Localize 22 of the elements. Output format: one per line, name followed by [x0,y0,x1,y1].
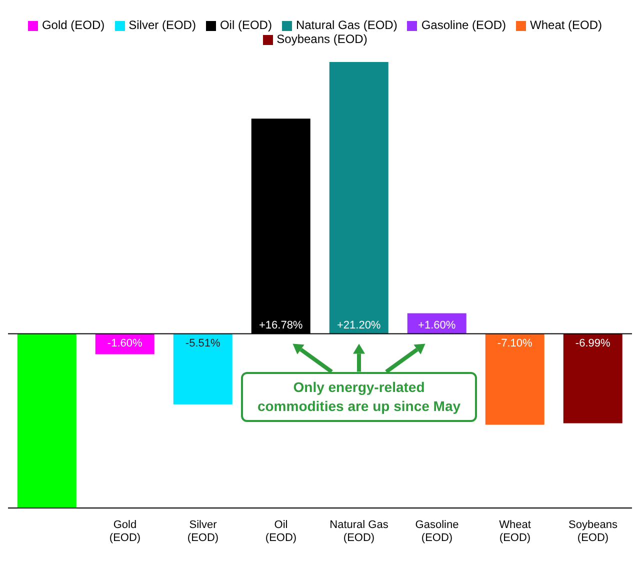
legend-label: Oil (EOD) [220,18,272,32]
data-label: -1.60% [107,338,143,350]
legend-label: Gold (EOD) [42,18,105,32]
data-label: -7.10% [497,338,533,350]
data-label: +21.20% [336,320,381,332]
x-tick-label: Soybeans (EOD) [568,519,618,544]
legend-label: Natural Gas (EOD) [296,18,398,32]
annotation: Only energy-related commodities are up since May [241,372,477,422]
data-label: -6.99% [575,338,611,350]
legend-label: Soybeans (EOD) [276,32,368,46]
x-tick-label: Oil (EOD) [265,519,297,544]
x-tick-label: Gold (EOD) [109,519,141,544]
data-label: -5.51% [185,338,221,350]
x-tick-label: Natural Gas (EOD) [330,519,389,544]
legend-label: Silver (EOD) [128,18,196,32]
legend-label: Gasoline (EOD) [421,18,506,32]
data-label: +16.78% [258,320,303,332]
x-tick-label: Wheat (EOD) [499,519,531,544]
data-label: +1.60% [418,320,456,332]
x-tick-label: Gasoline (EOD) [415,519,459,544]
legend-label: Wheat (EOD) [530,18,602,32]
x-tick-label: Silver (EOD) [187,519,219,544]
